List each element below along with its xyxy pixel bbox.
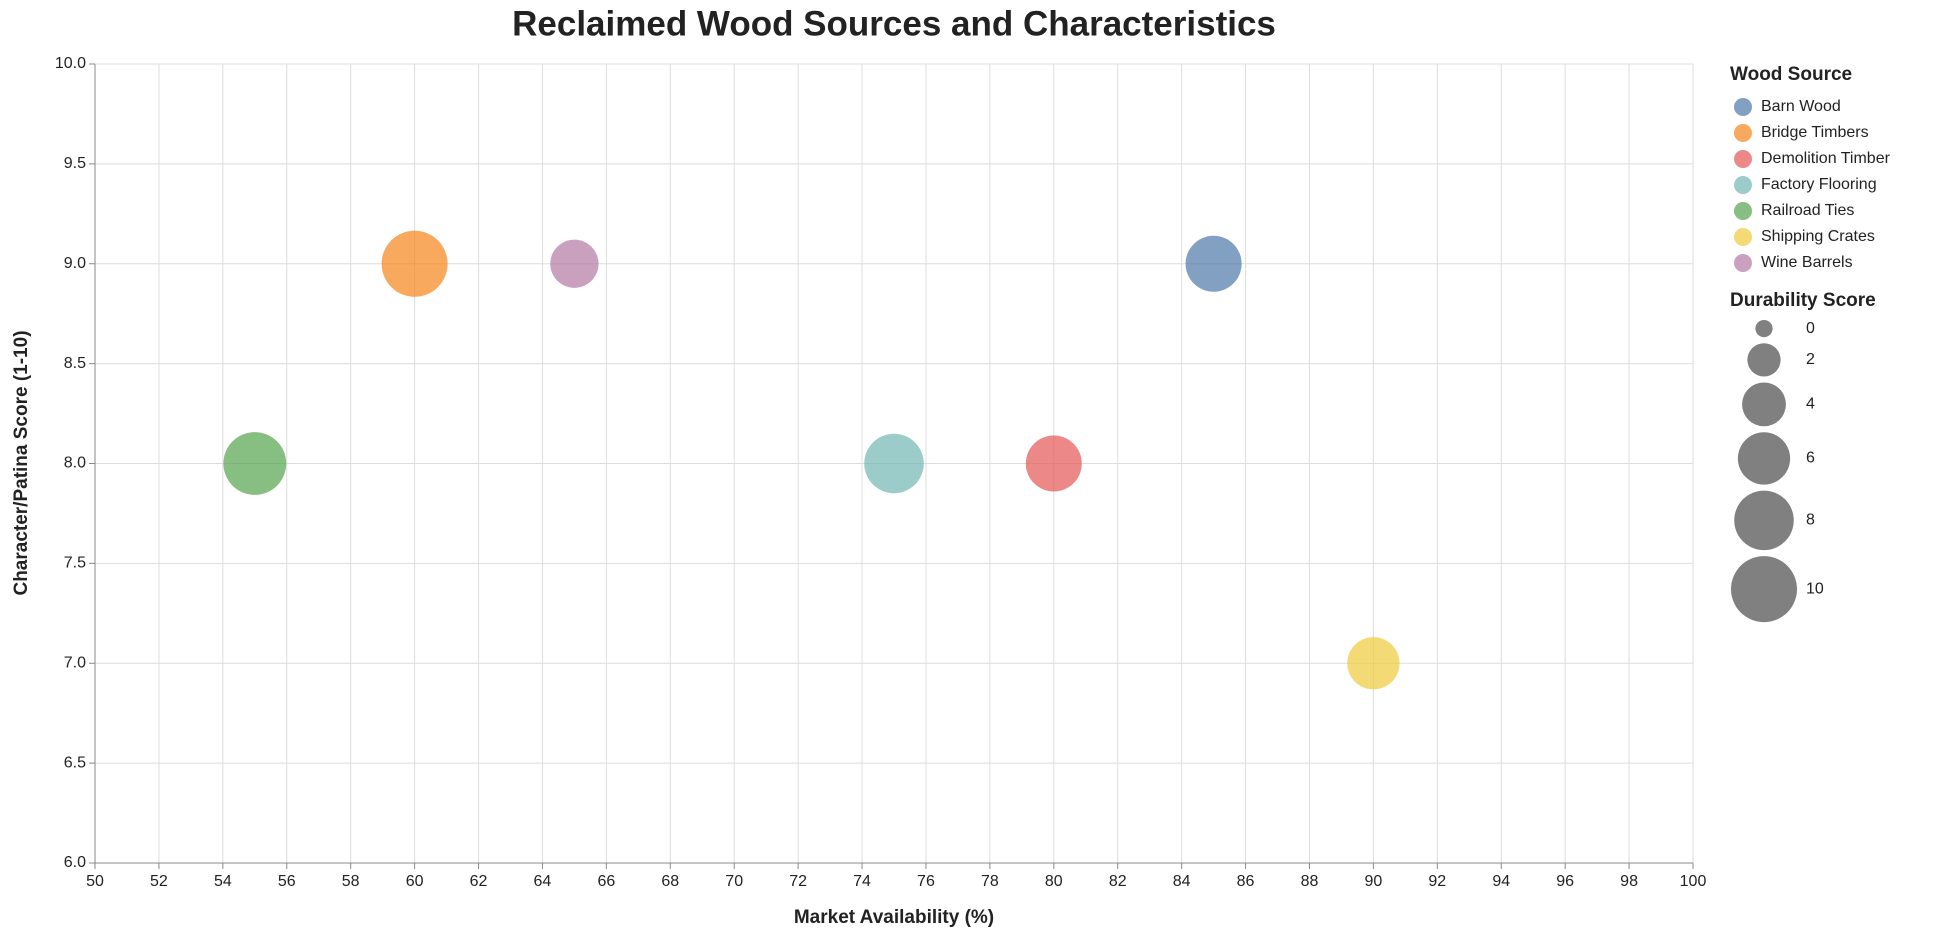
legend-swatch (1734, 98, 1752, 116)
x-tick-label: 58 (342, 873, 360, 890)
x-tick-label: 100 (1680, 873, 1707, 890)
x-tick-label: 62 (470, 873, 488, 890)
size-legend-label: 0 (1806, 320, 1815, 337)
legend-swatch (1734, 202, 1752, 220)
y-tick-label: 9.0 (64, 255, 86, 272)
y-tick-label: 10.0 (55, 55, 86, 72)
legend-title: Wood Source (1730, 64, 1852, 85)
x-tick-label: 96 (1556, 873, 1574, 890)
x-tick-label: 98 (1620, 873, 1638, 890)
x-tick-label: 80 (1045, 873, 1063, 890)
x-tick-label: 78 (981, 873, 999, 890)
bubble (223, 432, 287, 495)
y-tick-label: 8.5 (64, 355, 86, 372)
y-tick-label: 6.5 (64, 754, 86, 771)
x-tick-label: 82 (1109, 873, 1127, 890)
legend-swatch (1734, 176, 1752, 194)
legend-label: Factory Flooring (1761, 176, 1877, 193)
size-legend-title: Durability Score (1730, 290, 1876, 311)
bubble (1185, 235, 1242, 292)
legend-label: Barn Wood (1761, 98, 1841, 115)
bubble (1347, 637, 1400, 690)
legend-label: Shipping Crates (1761, 228, 1875, 245)
bubble (1025, 435, 1082, 492)
size-legend-swatch (1742, 382, 1786, 427)
x-tick-label: 94 (1492, 873, 1510, 890)
y-tick-label: 9.5 (64, 155, 86, 172)
size-legend-swatch (1747, 343, 1781, 377)
x-axis-title: Market Availability (%) (794, 907, 994, 928)
x-tick-label: 68 (661, 873, 679, 890)
x-tick-label: 64 (534, 873, 552, 890)
y-axis-title: Character/Patina Score (1-10) (11, 330, 32, 595)
legend-label: Demolition Timber (1761, 150, 1891, 167)
y-tick-label: 7.0 (64, 654, 86, 671)
bubble (381, 230, 448, 297)
bubble (550, 239, 599, 288)
size-legend-label: 6 (1806, 450, 1815, 467)
legend-swatch (1734, 150, 1752, 168)
y-tick-label: 8.0 (64, 455, 86, 472)
x-tick-label: 66 (597, 873, 615, 890)
size-legend-swatch (1755, 320, 1773, 338)
x-tick-label: 86 (1237, 873, 1255, 890)
size-legend-label: 8 (1806, 512, 1815, 529)
legend-label: Bridge Timbers (1761, 124, 1869, 141)
legend-label: Wine Barrels (1761, 254, 1853, 271)
bubble (864, 433, 924, 494)
x-tick-label: 76 (917, 873, 935, 890)
x-tick-label: 74 (853, 873, 871, 890)
size-legend-swatch (1737, 432, 1791, 485)
y-tick-label: 7.5 (64, 555, 86, 572)
legend-swatch (1734, 124, 1752, 142)
x-tick-label: 70 (725, 873, 743, 890)
x-tick-label: 56 (278, 873, 296, 890)
legend-swatch (1734, 228, 1752, 246)
y-tick-label: 6.0 (64, 854, 86, 871)
x-tick-label: 50 (86, 873, 104, 890)
x-tick-label: 90 (1365, 873, 1383, 890)
size-legend-label: 10 (1806, 580, 1824, 597)
size-legend-label: 4 (1806, 396, 1815, 413)
x-tick-label: 54 (214, 873, 232, 890)
x-tick-label: 72 (789, 873, 807, 890)
x-tick-label: 84 (1173, 873, 1191, 890)
x-tick-label: 52 (150, 873, 168, 890)
size-legend-swatch (1734, 490, 1794, 551)
legend-label: Railroad Ties (1761, 202, 1854, 219)
size-legend-swatch (1731, 556, 1797, 623)
chart-title: Reclaimed Wood Sources and Characteristi… (512, 4, 1276, 43)
x-tick-label: 92 (1428, 873, 1446, 890)
x-tick-label: 60 (406, 873, 424, 890)
size-legend-label: 2 (1806, 351, 1815, 368)
x-tick-label: 88 (1301, 873, 1319, 890)
legend-swatch (1734, 254, 1752, 272)
